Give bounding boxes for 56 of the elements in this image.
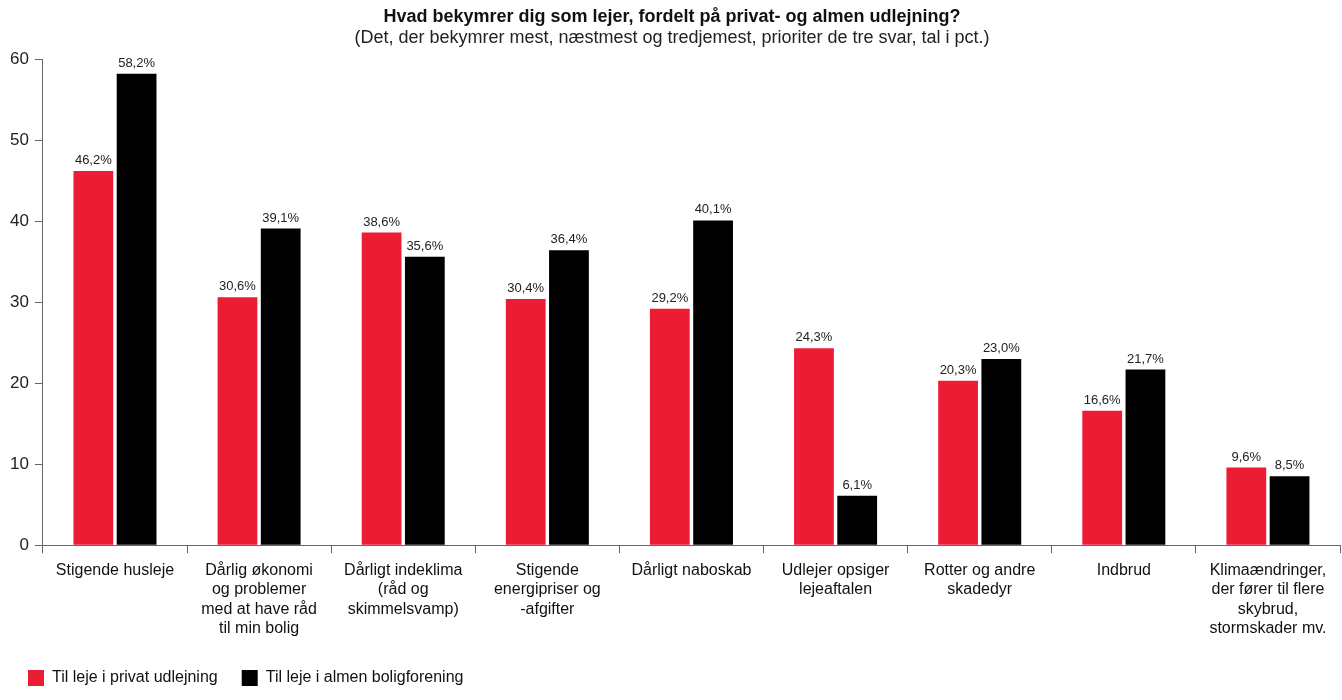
bar [505, 298, 546, 545]
data-label: 21,7% [1127, 350, 1165, 366]
bar [217, 297, 258, 545]
y-tick-label: 60 [9, 48, 29, 68]
bar [116, 73, 157, 545]
bar [649, 308, 690, 545]
bar [938, 380, 978, 545]
x-tick-label: Dårligt indeklima (råd og skimmelsvamp) [344, 561, 463, 617]
bar [693, 220, 733, 545]
data-label: 39,1% [262, 209, 300, 225]
bar [1125, 369, 1166, 545]
legend-label: Til leje i privat udlejning [52, 668, 218, 686]
data-label: 36,4% [550, 231, 588, 247]
bar [260, 228, 301, 545]
x-tick-label: Udlejer opsiger lejeaftalen [781, 561, 891, 598]
x-tick-label: Rotter og andre skadedyr [924, 561, 1036, 598]
y-tick-label: 0 [19, 534, 29, 554]
bar [1269, 476, 1310, 545]
data-label: 24,3% [795, 329, 833, 345]
bar [361, 232, 402, 545]
x-tick-label: Indbrud [1096, 561, 1151, 579]
y-tick-label: 30 [9, 291, 29, 311]
x-tick-label: Klimaændringer, der fører til flere skybrud, stormskader mv. [1209, 561, 1327, 636]
bar [404, 256, 445, 545]
x-tick-label: Dårlig økonomi og problemer med at have råd til min bolig [201, 561, 317, 636]
data-label: 29,2% [651, 289, 689, 305]
data-label: 58,2% [118, 54, 156, 70]
legend-label: Til leje i almen boligforening [265, 668, 464, 686]
y-tick-label: 20 [9, 372, 29, 392]
y-tick-label: 40 [9, 210, 29, 230]
data-label: 30,4% [507, 280, 545, 296]
data-label: 23,0% [982, 339, 1021, 355]
x-tick-label: Stigende energipriser og -afgifter [493, 561, 601, 617]
data-label: 6,1% [842, 476, 873, 492]
data-label: 16,6% [1083, 391, 1122, 407]
bar [1226, 467, 1267, 545]
data-label: 35,6% [406, 237, 444, 253]
y-tick-label: 50 [9, 129, 29, 149]
data-label: 46,2% [74, 152, 113, 168]
data-label: 8,5% [1274, 457, 1305, 473]
data-label: 38,6% [363, 213, 401, 229]
bar [549, 250, 589, 545]
data-label: 9,6% [1231, 448, 1262, 464]
bar [73, 170, 114, 545]
data-label: 40,1% [694, 201, 732, 217]
bar [981, 358, 1022, 545]
data-label: 20,3% [939, 361, 977, 377]
chart-title: Hvad bekymrer dig som lejer, fordelt på privat- og almen udlejning? [383, 5, 961, 26]
x-tick-label: Dårligt naboskab [631, 561, 752, 579]
chart-subtitle: (Det, der bekymrer mest, næstmest og tredjemest, prioriter de tre svar, tal i pct.) [354, 27, 990, 48]
y-tick-label: 10 [9, 453, 29, 473]
bar [837, 495, 878, 545]
x-tick-label: Stigende husleje [55, 561, 175, 579]
bar [794, 348, 834, 545]
data-label: 30,6% [219, 278, 257, 294]
bar [1082, 410, 1123, 545]
